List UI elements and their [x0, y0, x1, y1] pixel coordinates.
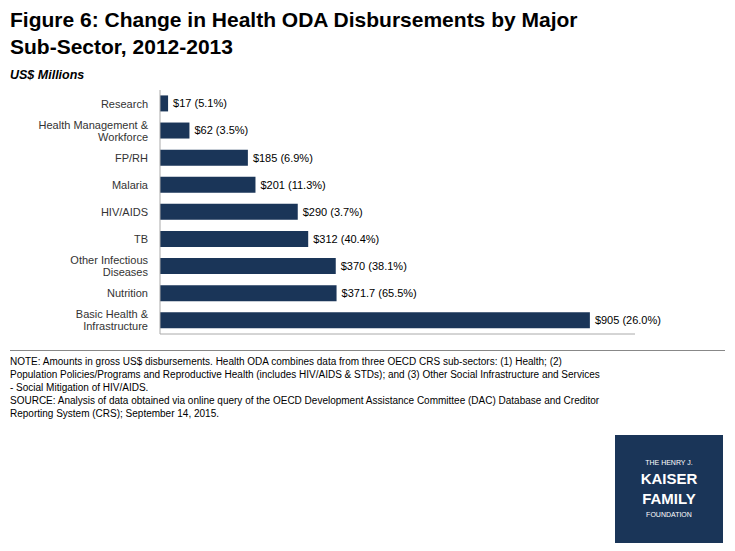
svg-text:Basic Health &Infrastructure: Basic Health &Infrastructure: [76, 308, 149, 332]
html-text:Figure 6: Change in Health ODA: Figure 6: Change in Health ODA Disbursem…: [10, 8, 578, 58]
svg-text:$905 (26.0%): $905 (26.0%): [595, 314, 661, 326]
html-text:THE HENRY J.: THE HENRY J.: [645, 459, 693, 466]
html-text:FOUNDATION: FOUNDATION: [646, 511, 692, 518]
svg-text:FP/RH: FP/RH: [115, 152, 148, 164]
svg-text:$290 (3.7%): $290 (3.7%): [303, 206, 363, 218]
html-text:FAMILY: FAMILY: [642, 490, 696, 507]
svg-text:Health Management &Workforce: Health Management &Workforce: [39, 119, 149, 143]
svg-text:$201 (11.3%): $201 (11.3%): [260, 179, 325, 191]
svg-text:$17 (5.1%): $17 (5.1%): [173, 97, 227, 109]
svg-text:$371.7 (65.5%): $371.7 (65.5%): [342, 287, 417, 299]
html-text:NOTE: Amounts in gross US$ dis: NOTE: Amounts in gross US$ disbursements…: [10, 356, 600, 419]
svg-text:$185 (6.9%): $185 (6.9%): [253, 152, 313, 164]
svg-text:HIV/AIDS: HIV/AIDS: [101, 206, 148, 218]
svg-text:Malaria: Malaria: [112, 179, 149, 191]
svg-text:TB: TB: [134, 233, 148, 245]
svg-text:$62 (3.5%): $62 (3.5%): [194, 124, 248, 136]
html-text:US$ Millions: US$ Millions: [10, 68, 85, 82]
svg-text:Research: Research: [101, 98, 148, 110]
svg-text:$370 (38.1%): $370 (38.1%): [341, 260, 407, 272]
svg-text:Nutrition: Nutrition: [107, 287, 148, 299]
svg-text:$312 (40.4%): $312 (40.4%): [313, 233, 379, 245]
html-text:KAISER: KAISER: [640, 470, 698, 487]
svg-text:Other InfectiousDiseases: Other InfectiousDiseases: [70, 254, 148, 278]
